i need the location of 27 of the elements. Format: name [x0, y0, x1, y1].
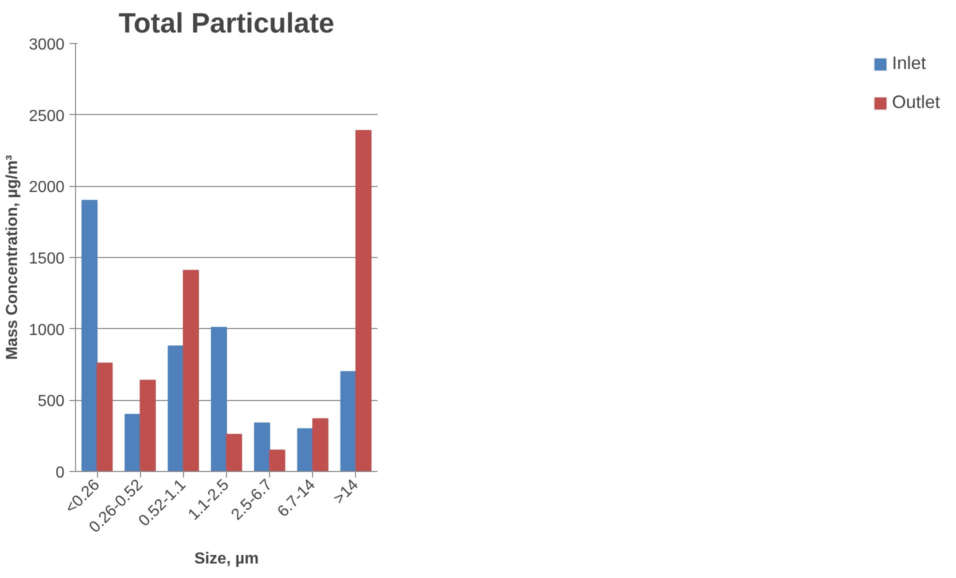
y-tick-label: 2000 [28, 179, 65, 196]
bar [254, 422, 270, 472]
x-axis-title: Size, µm [194, 550, 259, 568]
bar [297, 428, 314, 472]
bar [182, 270, 199, 472]
y-tick-label: 3000 [28, 36, 65, 54]
y-tick-label: 500 [38, 393, 65, 410]
bar [96, 362, 113, 472]
bar [210, 326, 227, 472]
legend-label: Inlet [892, 53, 926, 74]
bar [168, 345, 184, 472]
bar [81, 200, 98, 472]
bar [340, 371, 356, 472]
y-tick-label: 0 [56, 464, 65, 482]
bar [355, 130, 372, 472]
x-tick-label: >14 [330, 476, 362, 508]
bar [124, 414, 141, 472]
y-tick-label: 2500 [28, 108, 65, 125]
chart-title: Total Particulate [118, 8, 334, 38]
bar [269, 450, 286, 472]
y-tick-label: 1000 [28, 322, 65, 339]
y-tick-label: 1500 [28, 250, 65, 268]
legend-label: Outlet [892, 92, 940, 113]
bar [140, 380, 156, 472]
y-axis-title: Mass Concentration, µg/m³ [4, 155, 21, 360]
bar [312, 418, 328, 472]
bar [226, 434, 242, 472]
